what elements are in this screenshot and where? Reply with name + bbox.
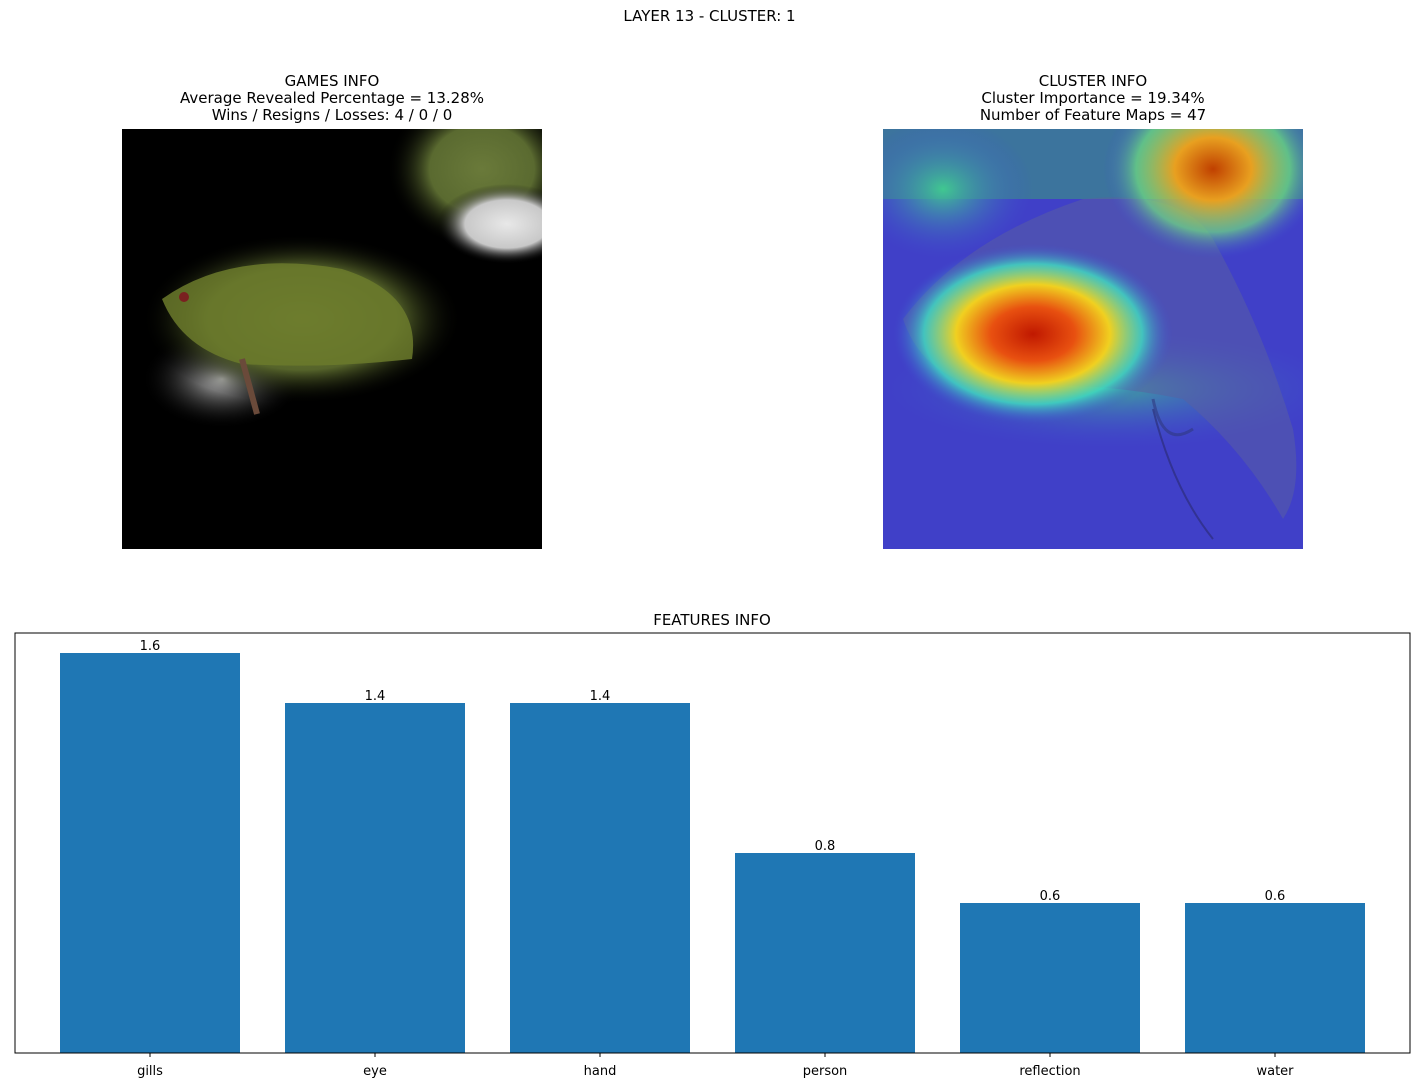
number-of-feature-maps: Number of Feature Maps = 47 (979, 106, 1207, 124)
value-label-reflection: 0.6 (1040, 889, 1061, 904)
games-info-title-block: GAMES INFO Average Revealed Percentage =… (122, 73, 542, 124)
x-tick-label-reflection: reflection (1019, 1064, 1080, 1079)
value-label-hand: 1.4 (590, 689, 611, 704)
x-tick-label-water: water (1256, 1064, 1294, 1079)
value-label-gills: 1.6 (140, 639, 161, 654)
x-tick-label-eye: eye (363, 1064, 387, 1079)
bar-person (735, 853, 915, 1053)
value-label-person: 0.8 (815, 839, 836, 854)
value-label-eye: 1.4 (365, 689, 386, 704)
cluster-info-title: CLUSTER INFO (1038, 72, 1148, 90)
bar-reflection (960, 903, 1140, 1053)
bar-hand (510, 703, 690, 1053)
heatmap-image (883, 129, 1303, 549)
x-tick-label-gills: gills (137, 1064, 163, 1079)
chart-frame (14, 632, 1411, 1054)
cluster-importance: Cluster Importance = 19.34% (981, 89, 1205, 107)
features-bar-chart: FEATURES INFO 1.6 gills 1.4 eye 1.4 hand 0.8 pe… (14, 611, 1411, 1079)
x-tick-label-person: person (803, 1064, 848, 1079)
bar-gills (60, 653, 240, 1053)
figure-title: LAYER 13 - CLUSTER: 1 (623, 7, 796, 25)
x-tick-label-hand: hand (584, 1064, 617, 1079)
revealed-image (122, 129, 542, 549)
bar-eye (285, 703, 465, 1053)
games-info-title: GAMES INFO (284, 72, 380, 90)
bars-layer: 1.6 gills 1.4 eye 1.4 hand 0.8 person 0.6 reflect… (60, 639, 1365, 1079)
average-revealed-percentage: Average Revealed Percentage = 13.28% (179, 89, 484, 107)
chart-title: FEATURES INFO (653, 611, 771, 629)
cluster-info-title-block: CLUSTER INFO Cluster Importance = 19.34%… (883, 73, 1303, 124)
bar-water (1185, 903, 1365, 1053)
value-label-water: 0.6 (1265, 889, 1286, 904)
wins-resigns-losses: Wins / Resigns / Losses: 4 / 0 / 0 (211, 106, 453, 124)
